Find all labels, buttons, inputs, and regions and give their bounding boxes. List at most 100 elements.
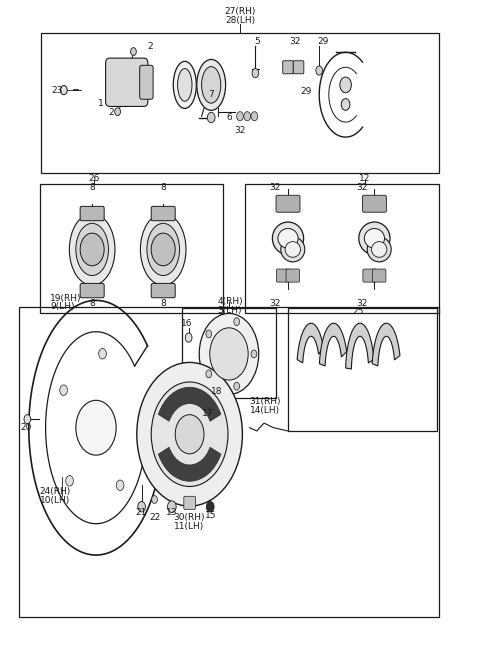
FancyBboxPatch shape <box>283 61 293 74</box>
Ellipse shape <box>173 61 196 108</box>
Text: 32: 32 <box>357 183 368 192</box>
Circle shape <box>251 112 258 121</box>
Text: 11(LH): 11(LH) <box>173 522 204 531</box>
Circle shape <box>151 382 228 486</box>
Circle shape <box>237 112 243 121</box>
Text: 3(LH): 3(LH) <box>217 306 242 315</box>
Ellipse shape <box>140 214 186 285</box>
Circle shape <box>210 328 248 380</box>
Circle shape <box>199 313 259 394</box>
Text: 29: 29 <box>300 87 312 96</box>
Circle shape <box>185 333 192 342</box>
Circle shape <box>251 350 257 358</box>
Circle shape <box>234 382 240 390</box>
Polygon shape <box>319 323 347 366</box>
Text: 8: 8 <box>160 183 166 192</box>
Text: 21: 21 <box>135 508 146 517</box>
Text: 29: 29 <box>317 37 328 46</box>
Text: 4(RH): 4(RH) <box>217 297 243 306</box>
FancyBboxPatch shape <box>140 65 153 99</box>
FancyBboxPatch shape <box>362 195 386 212</box>
FancyBboxPatch shape <box>151 283 175 298</box>
Text: 32: 32 <box>234 126 246 135</box>
Polygon shape <box>346 323 374 369</box>
Ellipse shape <box>359 222 390 255</box>
Ellipse shape <box>281 237 305 262</box>
FancyBboxPatch shape <box>80 283 104 298</box>
Ellipse shape <box>197 59 226 110</box>
Text: 25: 25 <box>352 307 363 316</box>
Text: 17: 17 <box>202 409 213 418</box>
Circle shape <box>116 480 124 490</box>
Polygon shape <box>297 323 324 363</box>
Text: 9(LH): 9(LH) <box>50 302 75 311</box>
Polygon shape <box>372 323 400 366</box>
Circle shape <box>234 318 240 326</box>
Text: 10(LH): 10(LH) <box>40 496 70 505</box>
Circle shape <box>138 502 145 512</box>
FancyBboxPatch shape <box>293 61 304 74</box>
Text: 14(LH): 14(LH) <box>251 406 280 415</box>
Text: 16: 16 <box>181 319 193 328</box>
FancyBboxPatch shape <box>363 269 376 282</box>
Text: 32: 32 <box>269 299 280 308</box>
Circle shape <box>340 77 351 93</box>
Text: 19(RH): 19(RH) <box>50 294 82 303</box>
Circle shape <box>131 48 136 56</box>
Circle shape <box>206 502 214 512</box>
Text: 18: 18 <box>211 387 223 396</box>
FancyBboxPatch shape <box>286 269 300 282</box>
Ellipse shape <box>367 237 391 262</box>
Text: 8: 8 <box>89 299 95 308</box>
Text: 22: 22 <box>149 513 161 522</box>
Text: 2: 2 <box>108 108 114 117</box>
Circle shape <box>152 496 157 503</box>
Circle shape <box>341 99 350 110</box>
Circle shape <box>137 362 242 506</box>
Text: 27(RH): 27(RH) <box>224 7 256 16</box>
Text: 24(RH): 24(RH) <box>40 486 71 496</box>
Text: 31(RH): 31(RH) <box>250 397 281 406</box>
Text: 6: 6 <box>226 113 232 122</box>
Ellipse shape <box>278 229 298 248</box>
Circle shape <box>175 415 204 454</box>
Text: 32: 32 <box>289 37 301 46</box>
Circle shape <box>99 349 107 359</box>
Circle shape <box>60 86 67 95</box>
Circle shape <box>80 233 104 266</box>
FancyBboxPatch shape <box>276 269 290 282</box>
Text: 28(LH): 28(LH) <box>225 16 255 25</box>
Wedge shape <box>158 447 221 481</box>
Text: 20: 20 <box>21 423 32 432</box>
Circle shape <box>207 112 215 123</box>
Circle shape <box>252 69 259 78</box>
Circle shape <box>66 475 73 486</box>
Ellipse shape <box>69 214 115 285</box>
FancyBboxPatch shape <box>106 58 148 106</box>
Text: 23: 23 <box>51 86 62 95</box>
FancyBboxPatch shape <box>372 269 386 282</box>
Wedge shape <box>158 387 221 421</box>
Ellipse shape <box>202 67 221 103</box>
Text: 5: 5 <box>254 37 260 46</box>
Text: 32: 32 <box>269 183 280 192</box>
Circle shape <box>151 233 175 266</box>
FancyBboxPatch shape <box>151 206 175 221</box>
Circle shape <box>60 385 67 395</box>
FancyBboxPatch shape <box>276 195 300 212</box>
Text: 8: 8 <box>89 183 95 192</box>
Text: 12: 12 <box>359 174 371 183</box>
Text: 32: 32 <box>357 299 368 308</box>
Text: 26: 26 <box>88 174 99 183</box>
Circle shape <box>206 330 212 338</box>
Circle shape <box>168 501 176 513</box>
Text: 1: 1 <box>98 99 104 108</box>
Ellipse shape <box>364 229 384 248</box>
Ellipse shape <box>372 242 387 257</box>
FancyBboxPatch shape <box>80 206 104 221</box>
Ellipse shape <box>272 222 304 255</box>
Circle shape <box>206 370 212 378</box>
Ellipse shape <box>147 223 180 276</box>
FancyBboxPatch shape <box>184 496 195 509</box>
Circle shape <box>244 112 251 121</box>
